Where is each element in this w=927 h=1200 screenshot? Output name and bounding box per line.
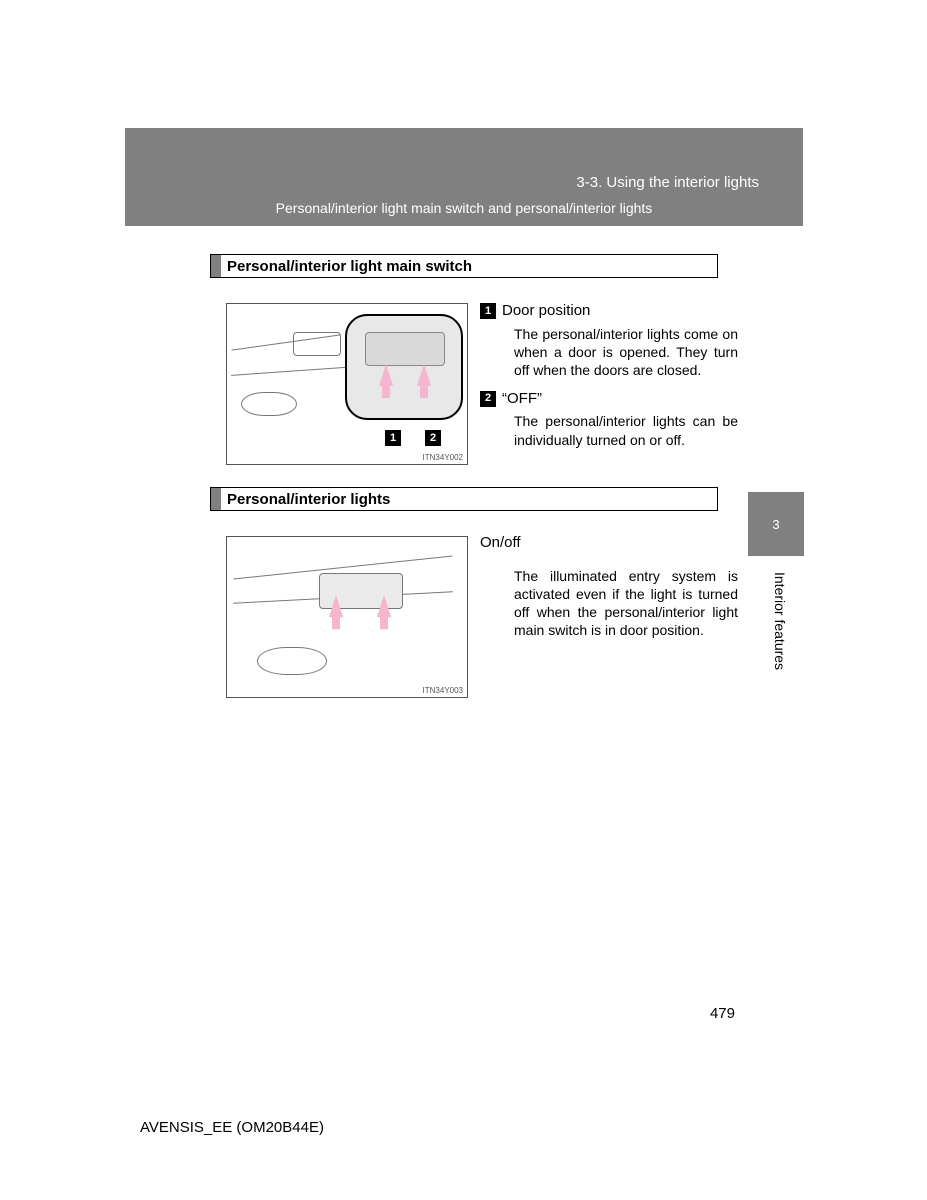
header-subtitle: Personal/interior light main switch and …: [125, 200, 803, 216]
document-code: AVENSIS_EE (OM20B44E): [140, 1119, 324, 1136]
heading-text: Personal/interior light main switch: [227, 258, 472, 275]
illustration-2: ITN34Y003: [226, 536, 468, 698]
callout-1-inline: 1: [480, 303, 496, 319]
item1-body: The personal/interior lights come on whe…: [514, 325, 738, 380]
description-block-1: 1 Door position The personal/interior li…: [480, 300, 738, 455]
callout-2-inline: 2: [480, 391, 496, 407]
image-code: ITN34Y002: [423, 453, 463, 462]
callout-1: 1: [385, 430, 401, 446]
arrow-icon: [379, 364, 393, 386]
section-heading-1: Personal/interior light main switch: [210, 254, 718, 278]
heading-bar: [211, 488, 221, 510]
side-tab-num: 3: [772, 517, 779, 532]
desc2-body: The illuminated entry system is activate…: [514, 567, 738, 640]
section-heading-2: Personal/interior lights: [210, 487, 718, 511]
page-number: 479: [710, 1005, 735, 1022]
zoom-bubble: [345, 314, 463, 420]
description-block-2: On/off The illuminated entry system is a…: [480, 533, 738, 639]
image-code: ITN34Y003: [423, 686, 463, 695]
arrow-icon: [377, 595, 391, 617]
desc2-label: On/off: [480, 533, 738, 553]
arrow-icon: [329, 595, 343, 617]
header-section: 3-3. Using the interior lights: [576, 174, 759, 191]
side-tab: 3: [748, 492, 804, 556]
callout-2: 2: [425, 430, 441, 446]
side-tab-label: Interior features: [772, 572, 788, 670]
item1-label: Door position: [502, 301, 590, 321]
page-header-banner: 3-3. Using the interior lights Personal/…: [125, 128, 803, 226]
arrow-icon: [417, 364, 431, 386]
item2-body: The personal/interior lights can be indi…: [514, 412, 738, 448]
item2-label: “OFF”: [502, 389, 542, 409]
heading-text: Personal/interior lights: [227, 491, 390, 508]
heading-bar: [211, 255, 221, 277]
illustration-1: 1 2 ITN34Y002: [226, 303, 468, 465]
